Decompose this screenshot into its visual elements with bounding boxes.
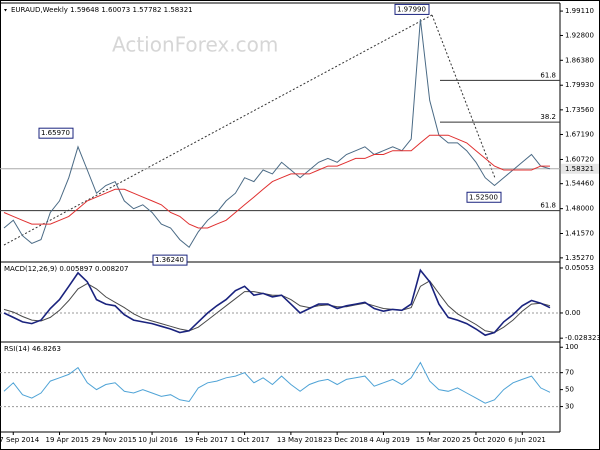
annotation-label: 1.65970	[41, 129, 70, 137]
panel-title: MACD(12,26,9) 0.005897 0.008207	[4, 265, 128, 273]
x-tick-label: 25 Oct 2020	[462, 436, 505, 444]
x-tick-label: 19 Feb 2017	[184, 436, 228, 444]
annotation-box	[38, 127, 74, 139]
last-price-label: 1.58321	[565, 165, 594, 173]
series-line	[3, 134, 550, 229]
annotation-label: 1.52500	[469, 193, 498, 201]
series-line	[3, 19, 551, 249]
x-tick-label: 23 Dec 2018	[323, 436, 368, 444]
x-tick-label: 13 May 2018	[277, 436, 323, 444]
series-line	[3, 361, 551, 404]
y-tick-label: 100	[565, 343, 578, 351]
x-tick-label: 15 Mar 2020	[416, 436, 460, 444]
y-tick-label: 1.79930	[565, 81, 594, 89]
y-tick-label: 70	[565, 369, 574, 377]
watermark: ActionForex.com	[112, 33, 278, 57]
y-tick-label: 1.35270	[565, 254, 594, 262]
last-price-box	[561, 163, 599, 174]
y-tick-label: 30	[565, 403, 574, 411]
fib-label: 38.2	[540, 113, 556, 121]
x-tick-label: 29 Nov 2015	[92, 436, 137, 444]
panel-toggle[interactable]	[4, 9, 7, 12]
x-tick-label: 7 Sep 2014	[0, 436, 40, 444]
series-line	[3, 280, 551, 334]
trend-line	[3, 14, 433, 246]
y-tick-label: -0.028323	[565, 334, 600, 342]
annotation-box	[466, 191, 502, 203]
panel-title: EURAUD,Weekly 1.59648 1.60073 1.57782 1.…	[11, 6, 193, 14]
y-tick-label: 1.99110	[565, 7, 594, 15]
annotation-label: 1.36240	[155, 256, 184, 264]
annotation-label: 1.97990	[397, 5, 426, 13]
fib-label: 61.8	[540, 202, 556, 210]
y-tick-label: 1.92800	[565, 31, 594, 39]
panel-title: RSI(14) 46.8263	[4, 345, 61, 353]
x-tick-label: 4 Aug 2019	[369, 436, 409, 444]
y-tick-label: 1.41570	[565, 230, 594, 238]
y-tick-label: 1.73560	[565, 106, 594, 114]
x-tick-label: 10 Jul 2016	[138, 436, 178, 444]
y-tick-label: 1.86380	[565, 56, 594, 64]
fib-label: 61.8	[540, 71, 556, 79]
trend-line	[431, 14, 496, 179]
y-tick-label: 50	[565, 386, 574, 394]
annotation-box	[394, 3, 430, 15]
x-tick-label: 1 Oct 2017	[231, 436, 270, 444]
x-tick-label: 6 Jun 2021	[508, 436, 546, 444]
series-line	[3, 268, 551, 337]
y-tick-label: 0.05053	[565, 264, 594, 272]
y-tick-label: 1.48000	[565, 205, 594, 213]
y-tick-label: 1.67190	[565, 130, 594, 138]
y-tick-label: 1.60720	[565, 155, 594, 163]
annotation-box	[152, 254, 188, 266]
y-tick-label: 0.00	[565, 309, 581, 317]
y-tick-label: 1.54460	[565, 180, 594, 188]
x-tick-label: 19 Apr 2015	[46, 436, 89, 444]
